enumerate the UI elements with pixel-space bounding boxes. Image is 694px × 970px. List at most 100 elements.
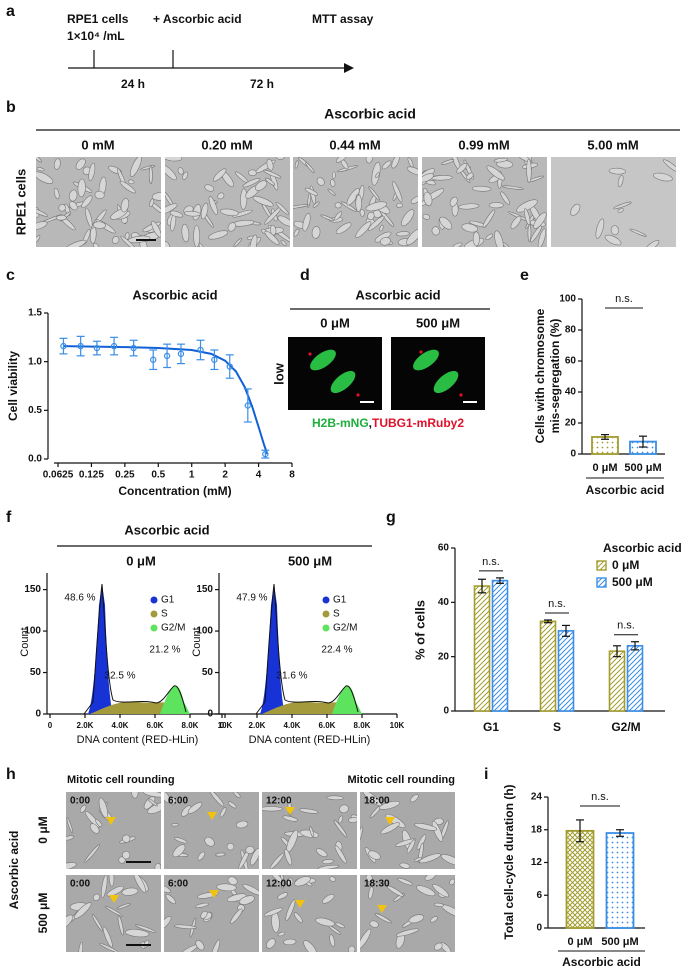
x-tick-label: 1 <box>189 470 195 481</box>
y-axis-label: Count <box>19 627 31 656</box>
cell <box>440 854 455 866</box>
arrowhead <box>209 890 219 898</box>
y-tick-label: 60 <box>438 543 450 554</box>
cell <box>315 848 328 858</box>
cell <box>117 915 124 936</box>
timestamp: 6:00 <box>168 796 188 807</box>
timelapse-frame-cells <box>263 875 356 952</box>
cell <box>265 177 276 186</box>
cell <box>355 194 362 212</box>
histogram <box>255 583 362 715</box>
cell <box>127 179 135 185</box>
legend-dot <box>150 624 158 632</box>
arrowhead <box>385 817 395 825</box>
y-tick-label: 0.0 <box>28 454 42 465</box>
column-label: 0 μM <box>126 553 156 568</box>
cell <box>84 811 100 828</box>
data-point <box>110 342 118 350</box>
cell <box>501 185 524 190</box>
cell <box>182 171 189 180</box>
cell <box>526 158 532 183</box>
x-tick-label: 0.5 <box>151 470 165 481</box>
cell <box>439 216 453 230</box>
cell <box>286 877 294 886</box>
cell <box>172 844 186 858</box>
chromatin <box>433 370 459 394</box>
cell <box>249 234 258 247</box>
cell <box>468 220 487 228</box>
cell <box>74 902 92 919</box>
cell <box>322 894 335 904</box>
row-label: low <box>271 362 286 385</box>
cell <box>142 792 161 798</box>
x-tick-label: 4.0K <box>284 721 301 730</box>
cell <box>595 218 605 239</box>
cell <box>88 162 96 182</box>
cell <box>285 899 296 922</box>
legend-label: S <box>333 609 340 620</box>
cell <box>294 876 311 887</box>
cell <box>101 875 108 899</box>
cell <box>91 914 103 932</box>
y-tick-label: 6 <box>536 890 542 901</box>
cell <box>629 228 647 237</box>
cell <box>95 819 103 828</box>
cell <box>433 902 444 907</box>
x-axis-label: DNA content (RED-HLin) <box>77 734 199 746</box>
panel-label: b <box>6 99 16 116</box>
timelapse-frame <box>262 875 357 952</box>
cell <box>326 795 344 801</box>
cell <box>89 823 100 834</box>
cell <box>422 173 434 183</box>
cell <box>406 839 416 854</box>
population-percent: 31.6 % <box>276 671 307 682</box>
cell <box>399 862 411 869</box>
timelapse-frame-cells <box>262 795 357 869</box>
cell <box>379 224 384 232</box>
y-tick-label: 40 <box>565 387 577 398</box>
x-tick-label: 10K <box>390 721 405 730</box>
cell <box>514 157 532 163</box>
fluorescence-image <box>288 337 382 410</box>
centrosome <box>419 350 423 354</box>
significance-label: n.s. <box>615 293 633 305</box>
cell <box>169 797 176 805</box>
timelapse-frame-cells <box>66 792 161 869</box>
fit-curve <box>63 345 269 455</box>
cell <box>293 228 300 237</box>
timestamp: 12:00 <box>266 796 292 807</box>
cell <box>63 239 87 247</box>
cell <box>304 187 319 196</box>
data-point <box>77 342 84 350</box>
timeline-text: 1×10⁴ /mL <box>67 29 125 43</box>
cell <box>120 198 130 213</box>
x-tick-label: 0 <box>48 721 53 730</box>
cell <box>250 848 259 866</box>
cell <box>348 817 357 823</box>
cell <box>235 820 249 829</box>
cell <box>431 226 440 236</box>
x-tick-label: 500 μM <box>601 936 638 948</box>
cell <box>570 203 581 216</box>
cell <box>482 209 496 228</box>
cell <box>165 894 176 905</box>
cell <box>367 211 375 221</box>
cell <box>613 201 632 210</box>
cell <box>293 912 303 923</box>
cell <box>165 157 183 162</box>
cell <box>362 792 382 807</box>
cell <box>173 924 197 930</box>
x-tick-label: 4.0K <box>112 721 129 730</box>
legend-label: G2/M <box>333 623 357 634</box>
bar <box>626 644 644 712</box>
cell <box>284 848 292 866</box>
timeline-text: RPE1 cells <box>67 12 129 26</box>
population-percent: 32.5 % <box>104 671 135 682</box>
cell <box>164 792 171 803</box>
cell <box>263 907 284 917</box>
cell <box>92 242 100 247</box>
timelapse-frame-cells <box>164 792 259 869</box>
cell <box>193 225 201 247</box>
cell <box>232 209 253 218</box>
